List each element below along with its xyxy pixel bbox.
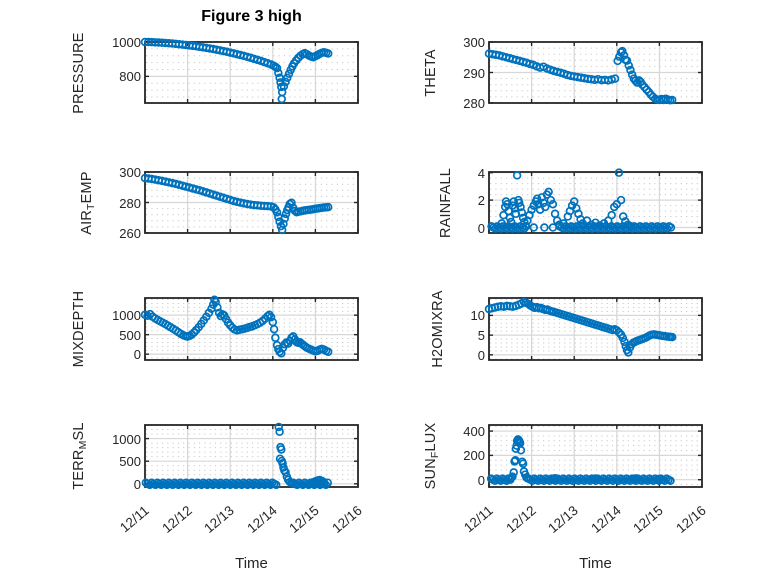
x-tick-label: 12/12 [502,502,539,536]
x-tick-label: 12/16 [329,502,365,536]
y-tick-label: 300 [463,35,485,50]
y-tick-label: 5 [477,328,485,344]
x-tick-label: 12/16 [673,502,709,536]
subplot-h2omixra: H2OMIXRA 0 5 10 [430,290,703,368]
figure-title: Figure 3 high [201,8,302,25]
plot-canvas-pressure [140,37,359,104]
x-tick-label: 12/12 [158,502,195,536]
y-axis-label-terrmsl: TERRMSL [71,422,89,490]
y-tick-label: 0 [477,220,485,236]
ylabel-subscript: M [77,440,89,450]
y-tick-label: 800 [119,69,141,85]
y-tick-label: 500 [119,454,141,470]
x-tick-label: 12/13 [201,502,238,536]
y-tick-label: 280 [463,96,485,111]
x-axis-label: Time [235,555,268,572]
subplot-terrmsl: TERRMSL 0 500 1000 12/11 12/12 12/13 12/14 12/1… [71,422,365,572]
plot-canvas-h2omixra [484,297,703,361]
ylabel-text: TERR [71,449,87,490]
subplot-mixdepth: MIXDEPTH 0 500 1000 [71,291,359,367]
y-axis-label-pressure: PRESSURE [71,32,87,113]
plot-canvas-rainfall [487,168,703,234]
y-tick-label: 0 [477,347,485,363]
subplot-theta: THETA 280 290 300 [423,35,703,111]
y-tick-label: 0 [133,476,141,492]
x-tick-label: 12/13 [545,502,582,536]
plot-canvas-airtemp [140,171,359,235]
plot-canvas-mixdepth [140,295,359,361]
ylabel-text: MIXDEPTH [71,290,87,368]
ylabel-text: PRESSURE [71,31,87,114]
y-tick-label: 4 [477,165,485,181]
y-tick-label: 500 [119,327,141,343]
y-tick-label: 300 [119,165,141,180]
x-tick-label: 12/11 [461,502,496,536]
y-tick-label: 400 [463,424,485,440]
y-tick-label: 1000 [112,35,141,50]
x-tick-label: 12/15 [286,502,323,536]
plot-canvas-theta [484,41,703,105]
subplot-pressure: PRESSURE 800 1000 [71,32,359,113]
plot-canvas-sunflux [486,424,703,488]
y-tick-label: 1000 [112,431,141,447]
y-tick-label: 0 [477,472,485,488]
y-tick-label: 280 [119,195,141,211]
y-tick-label: 200 [463,448,485,464]
x-tick-label: 12/14 [588,502,624,536]
y-tick-label: 0 [133,347,141,363]
y-tick-label: 10 [470,308,485,324]
x-tick-label: 12/14 [244,502,280,536]
y-tick-label: 260 [119,226,141,241]
y-tick-label: 2 [477,193,485,209]
x-tick-label: 12/11 [117,502,152,536]
plot-canvas-terrmsl [141,422,359,490]
ylabel-text: SL [71,422,87,441]
y-tick-label: 1000 [112,308,141,324]
x-tick-label: 12/15 [630,502,667,536]
y-axis-label-mixdepth: MIXDEPTH [71,291,87,368]
x-axis-label: Time [579,555,612,572]
y-tick-label: 290 [463,65,485,81]
subplot-airtemp: AIRTEMP 260 280 300 [79,165,359,241]
subplot-sunflux: SUNFLUX 0 200 400 12/11 12/12 12/13 12/14 12/15… [423,423,709,572]
